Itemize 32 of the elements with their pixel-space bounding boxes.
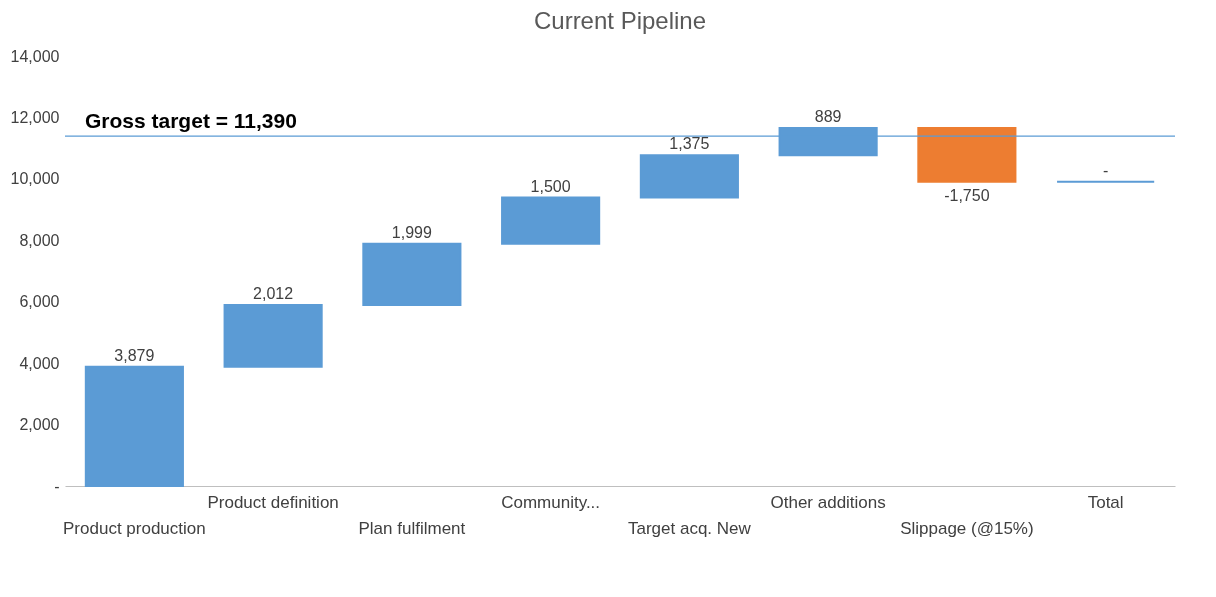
data-label: -	[1102, 161, 1109, 179]
data-label: 1,375	[669, 135, 710, 153]
y-tick-label: -	[54, 477, 60, 495]
x-tick-label: Target acq. New	[627, 518, 752, 538]
x-tick-label: Community...	[501, 492, 601, 512]
y-tick-label: 8,000	[19, 231, 60, 249]
x-tick-label: Product definition	[207, 492, 339, 512]
x-tick-label: Product production	[63, 518, 206, 538]
chart-title: Current Pipeline	[533, 7, 707, 34]
data-label: 1,999	[391, 223, 432, 241]
data-label: -1,750	[944, 186, 990, 204]
data-label: 3,879	[114, 346, 155, 364]
ref-line-label: Gross target = 11,390	[85, 109, 297, 133]
bar	[84, 365, 184, 487]
bar	[362, 242, 462, 307]
y-tick-label: 2,000	[19, 416, 60, 434]
x-tick-label: Total	[1087, 492, 1124, 512]
y-tick-label: 4,000	[19, 354, 60, 372]
bar	[917, 127, 1017, 183]
data-label: 2,012	[253, 285, 294, 303]
x-tick-label: Other additions	[770, 492, 886, 512]
y-tick-label: 10,000	[10, 170, 60, 188]
bar	[639, 154, 739, 199]
data-label: 1,500	[530, 177, 571, 195]
data-label: 889	[814, 108, 842, 126]
y-tick-label: 12,000	[10, 108, 60, 126]
y-tick-label: 14,000	[10, 47, 60, 65]
y-tick-label: 6,000	[19, 293, 60, 311]
x-tick-label: Slippage (@15%)	[900, 518, 1034, 538]
bar	[223, 304, 323, 368]
bar	[501, 196, 601, 245]
x-tick-label: Plan fulfilment	[358, 518, 466, 538]
